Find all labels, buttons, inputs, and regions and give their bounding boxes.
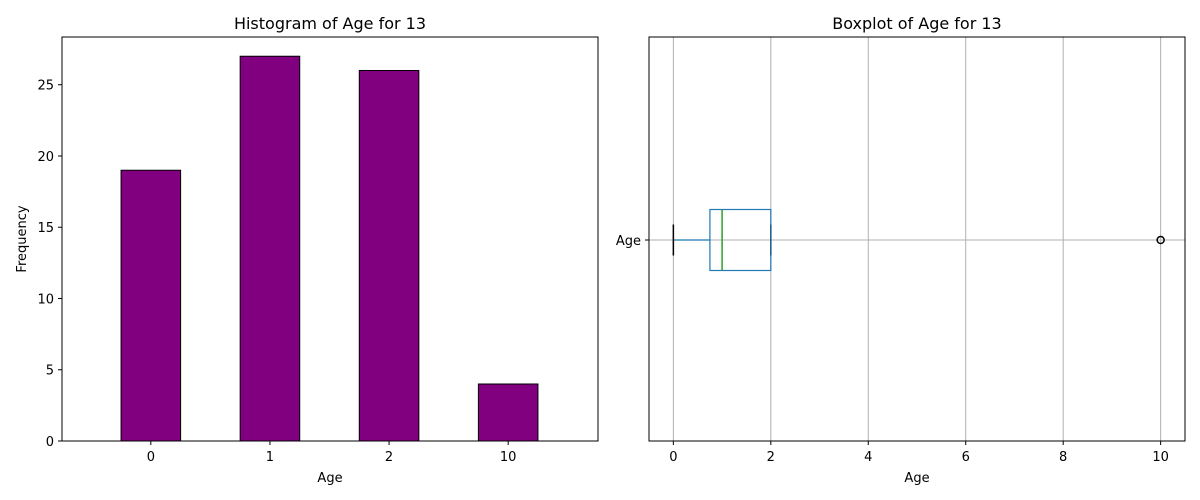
boxplot-outlier-point	[1156, 235, 1165, 245]
histogram-x-tick-label: 2	[385, 450, 393, 465]
boxplot-category-label: Age	[616, 234, 641, 249]
boxplot-x-tick-label: 10	[1152, 450, 1169, 465]
histogram-bar	[358, 69, 420, 442]
boxplot-x-tick-label: 8	[1059, 450, 1067, 465]
histogram-frame	[61, 36, 599, 442]
histogram-bar	[239, 55, 301, 442]
histogram-x-ticks: 0 1 2 10	[147, 441, 517, 465]
boxplot-chart: Boxplot of Age for 13 0 2 4 6 8 10 Age Age	[616, 14, 1186, 486]
boxplot-x-ticks: 0 2 4 6 8 10	[669, 441, 1169, 465]
boxplot-grid	[649, 37, 1185, 441]
histogram-title: Histogram of Age for 13	[234, 14, 426, 33]
boxplot-frame	[648, 36, 1186, 442]
histogram-y-tick-label: 0	[46, 435, 54, 450]
histogram-bar	[120, 169, 182, 442]
histogram-y-tick-label: 20	[37, 150, 54, 165]
boxplot-box	[709, 208, 772, 272]
boxplot-title: Boxplot of Age for 13	[832, 14, 1001, 33]
histogram-y-axis-label: Frequency	[15, 205, 30, 272]
histogram-bars	[120, 55, 539, 442]
histogram-bar	[477, 383, 539, 442]
boxplot-marks	[672, 208, 1165, 272]
boxplot-x-tick-label: 6	[962, 450, 970, 465]
histogram-x-tick-label: 10	[500, 450, 517, 465]
histogram-x-tick-label: 1	[266, 450, 274, 465]
histogram-y-ticks: 0 5 10 15 20 25	[37, 79, 62, 450]
histogram-x-axis-label: Age	[317, 471, 342, 486]
boxplot-x-tick-label: 0	[669, 450, 677, 465]
histogram-y-tick-label: 25	[37, 79, 54, 94]
histogram-chart: Histogram of Age for 13 0 5 10 15 20 25 0 1 2 10…	[15, 14, 599, 486]
histogram-x-tick-label: 0	[147, 450, 155, 465]
boxplot-x-tick-label: 4	[864, 450, 872, 465]
histogram-y-tick-label: 15	[37, 221, 54, 236]
boxplot-x-axis-label: Age	[904, 471, 929, 486]
histogram-y-tick-label: 5	[46, 364, 54, 379]
boxplot-x-tick-label: 2	[767, 450, 775, 465]
histogram-y-tick-label: 10	[37, 292, 54, 307]
